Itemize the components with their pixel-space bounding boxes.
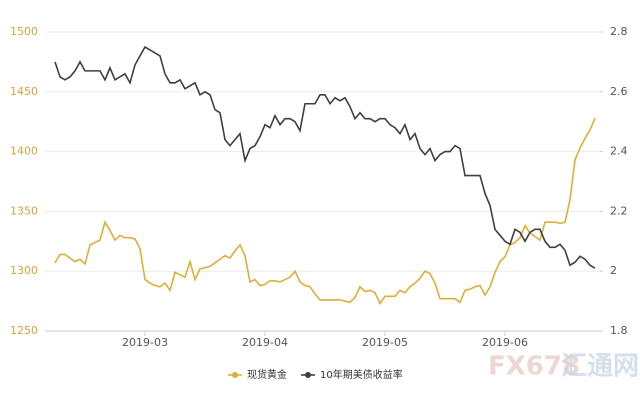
x-tick-label: 2019-03 [122,336,168,349]
y2-tick-label: 1.8 [610,324,628,337]
legend-label: 现货黄金 [247,368,287,381]
y-tick-label: 1500 [10,25,38,38]
x-tick-label: 2019-05 [362,336,408,349]
y2-tick-label: 2.2 [610,204,628,217]
y-tick-label: 1300 [10,264,38,277]
legend-label: 10年期美债收益率 [320,368,403,381]
watermark-brand: FX678 [488,352,580,382]
y-tick-label: 1450 [10,85,38,98]
x-tick-label: 2019-04 [242,336,288,349]
y2-tick-label: 2.6 [610,85,628,98]
watermark-name: 汇通网 [561,352,639,382]
y2-tick-label: 2.4 [610,145,628,158]
legend-marker [305,372,311,378]
series-line [54,117,596,306]
y-tick-label: 1250 [10,324,38,337]
y2-tick-label: 2 [610,264,617,277]
y-tick-label: 1400 [10,145,38,158]
legend-marker [232,372,238,378]
x-tick-label: 2019-06 [482,336,528,349]
y-tick-label: 1350 [10,204,38,217]
series-line [54,45,596,269]
y2-tick-label: 2.8 [610,25,628,38]
